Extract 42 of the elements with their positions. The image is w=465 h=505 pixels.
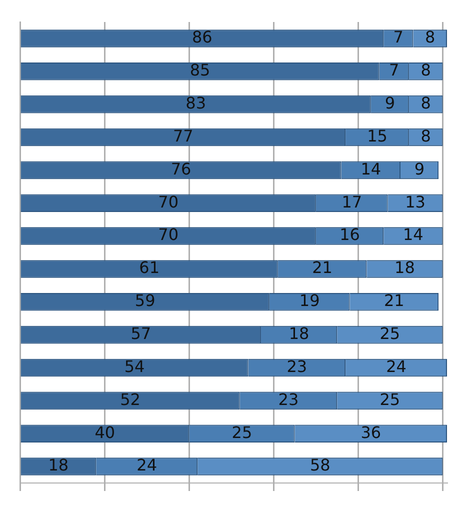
data-label: 15 [367,126,388,146]
data-label: 58 [310,456,330,475]
data-label: 21 [384,291,404,310]
data-label: 23 [278,390,299,409]
data-label: 9 [414,159,425,178]
data-label: 40 [94,422,116,442]
data-label: 83 [186,93,206,112]
data-label: 77 [172,126,194,146]
data-label: 24 [386,356,406,376]
data-label: 70 [158,225,179,244]
data-label: 19 [299,291,320,310]
data-label: 18 [288,324,310,343]
data-label: 85 [190,60,210,80]
data-label: 52 [120,390,140,409]
data-label: 21 [312,258,332,278]
data-label: 13 [405,192,426,212]
data-label: 16 [340,225,360,244]
data-label: 18 [394,258,415,278]
data-label: 7 [389,60,400,80]
data-label: 36 [360,422,382,442]
data-label: 8 [424,28,436,47]
data-label: 86 [192,28,212,47]
data-label: 25 [380,324,400,343]
data-label: 14 [360,159,382,178]
data-label: 7 [393,28,404,47]
data-label: 61 [139,258,160,278]
data-label: 8 [420,126,431,146]
data-label: 25 [380,390,400,409]
data-label: 70 [158,192,179,212]
data-label: 8 [420,60,431,80]
data-label: 24 [136,456,158,475]
data-label: 59 [134,291,156,310]
data-label: 18 [48,456,69,475]
data-label: 8 [420,93,431,112]
data-label: 76 [170,159,192,178]
data-label: 23 [286,356,308,376]
data-label: 57 [130,324,152,343]
data-label: 9 [384,93,396,112]
data-label: 17 [342,192,362,212]
data-label: 25 [232,422,252,442]
data-label: 54 [124,356,145,376]
data-label: 14 [403,225,424,244]
